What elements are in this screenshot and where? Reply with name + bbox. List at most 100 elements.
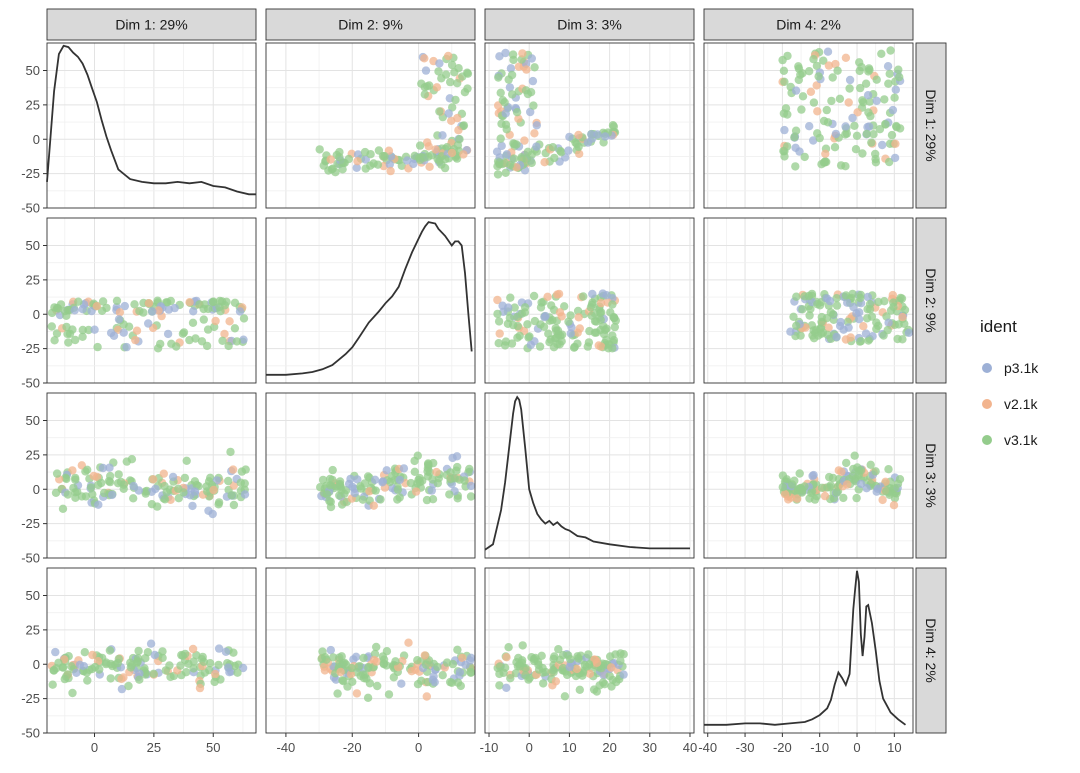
- data-point: [505, 313, 515, 323]
- data-point: [105, 463, 114, 472]
- data-point: [598, 289, 607, 298]
- data-point: [229, 648, 238, 657]
- data-point: [865, 97, 874, 106]
- data-point: [551, 677, 561, 686]
- data-point: [218, 336, 227, 345]
- data-point: [459, 150, 468, 159]
- data-point: [831, 59, 840, 69]
- data-point: [889, 501, 899, 510]
- data-point: [882, 487, 891, 496]
- data-point: [510, 139, 519, 149]
- data-point: [361, 155, 370, 164]
- data-point: [592, 687, 601, 696]
- data-point: [780, 77, 789, 87]
- data-point: [560, 302, 569, 311]
- data-point: [856, 337, 866, 346]
- data-point: [421, 660, 431, 669]
- data-point: [873, 484, 882, 493]
- data-point: [506, 293, 515, 302]
- data-point: [514, 62, 524, 71]
- data-point: [513, 321, 522, 331]
- data-point: [888, 290, 897, 300]
- panel-border: [484, 217, 695, 384]
- data-point: [373, 681, 382, 691]
- data-point: [88, 650, 97, 660]
- data-point: [126, 663, 135, 672]
- data-point: [832, 332, 841, 342]
- data-point: [845, 84, 854, 93]
- data-point: [884, 465, 893, 474]
- data-point: [447, 148, 457, 158]
- data-point: [865, 299, 875, 309]
- data-point: [224, 476, 233, 486]
- data-point: [510, 303, 519, 312]
- data-point: [122, 342, 131, 352]
- data-point: [463, 84, 472, 93]
- data-point: [810, 495, 820, 504]
- data-point: [158, 653, 167, 663]
- y-tick-label: -25: [21, 691, 40, 706]
- facet-strip-right: [915, 42, 947, 209]
- data-point: [149, 475, 158, 484]
- data-point: [59, 663, 68, 672]
- scatter-points-r3-c4: [778, 451, 905, 510]
- data-point: [114, 470, 123, 479]
- x-tick-label: -10: [480, 740, 499, 755]
- data-point: [153, 502, 162, 511]
- data-point: [848, 113, 857, 123]
- x-tick-label: -40: [277, 740, 296, 755]
- data-point: [129, 494, 138, 503]
- data-point: [105, 646, 115, 655]
- data-point: [611, 650, 620, 659]
- data-point: [366, 150, 375, 159]
- data-point: [885, 157, 894, 167]
- data-point: [494, 73, 503, 82]
- data-point: [188, 644, 198, 654]
- data-point: [192, 480, 201, 490]
- data-point: [159, 469, 168, 478]
- data-point: [365, 487, 374, 496]
- data-point: [241, 465, 250, 474]
- facet-strip-right: [915, 567, 947, 734]
- data-point: [526, 340, 535, 350]
- data-point: [853, 463, 862, 472]
- data-point: [83, 465, 92, 474]
- data-point: [557, 148, 566, 157]
- panel-border: [265, 42, 476, 209]
- data-point: [352, 163, 361, 172]
- data-point: [132, 326, 142, 335]
- data-point: [417, 79, 426, 88]
- data-point: [884, 318, 893, 327]
- scatter-points-r4-c1: [47, 639, 248, 698]
- facet-strip-top-label: Dim 1: 29%: [115, 17, 187, 33]
- data-point: [532, 121, 541, 130]
- data-point: [71, 335, 80, 345]
- data-point: [325, 496, 334, 506]
- data-point: [50, 336, 59, 345]
- data-point: [117, 674, 126, 684]
- data-point: [523, 320, 532, 329]
- data-point: [182, 668, 191, 677]
- data-point: [904, 328, 914, 337]
- data-point: [837, 467, 846, 476]
- scatter-points-r4-c2: [317, 638, 476, 702]
- data-point: [78, 325, 88, 335]
- data-point: [89, 471, 99, 481]
- data-point: [448, 103, 457, 112]
- data-point: [192, 651, 201, 660]
- data-point: [572, 664, 582, 674]
- data-point: [813, 129, 822, 138]
- facet-strip-right-label: Dim 2: 9%: [923, 268, 939, 333]
- data-point: [508, 50, 518, 59]
- data-point: [360, 479, 369, 488]
- data-point: [809, 326, 818, 335]
- data-point: [95, 665, 104, 674]
- data-point: [826, 481, 835, 490]
- data-point: [886, 46, 895, 55]
- data-point: [346, 474, 355, 484]
- data-point: [859, 98, 868, 107]
- facet-strip-right-label: Dim 3: 3%: [923, 443, 939, 508]
- data-point: [820, 491, 830, 501]
- data-point: [232, 337, 242, 346]
- data-point: [454, 126, 463, 135]
